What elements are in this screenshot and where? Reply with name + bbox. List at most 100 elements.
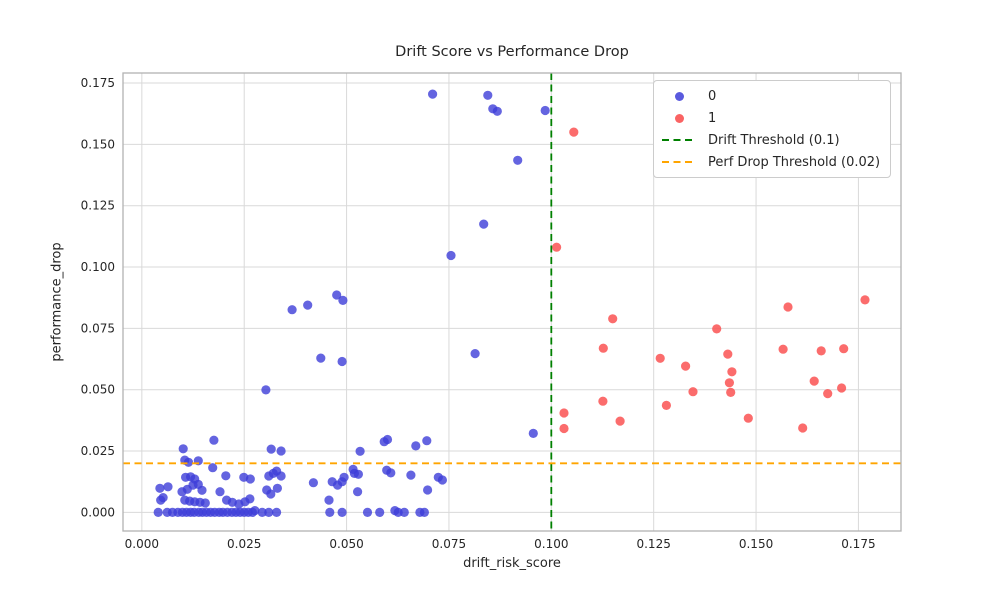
scatter-point-class0 bbox=[337, 507, 347, 517]
scatter-point-class0 bbox=[153, 507, 163, 517]
scatter-point-class0 bbox=[303, 300, 313, 310]
scatter-point-class0 bbox=[245, 494, 255, 504]
scatter-point-class0 bbox=[183, 457, 194, 467]
scatter-point-class0 bbox=[156, 495, 166, 505]
scatter-point-class1 bbox=[837, 383, 847, 393]
scatter-point-class0 bbox=[264, 471, 274, 481]
scatter-point-class0 bbox=[353, 469, 363, 479]
y-tick-label: 0.175 bbox=[81, 76, 115, 90]
scatter-point-class0 bbox=[337, 356, 347, 367]
scatter-point-class0 bbox=[428, 89, 438, 99]
chart-title: Drift Score vs Performance Drop bbox=[395, 44, 629, 60]
scatter-point-class1 bbox=[559, 408, 569, 418]
x-axis-label: drift_risk_score bbox=[463, 556, 561, 571]
scatter-point-class0 bbox=[540, 105, 550, 116]
scatter-point-class0 bbox=[208, 463, 218, 473]
scatter-point-class0 bbox=[155, 483, 165, 493]
scatter-point-class1 bbox=[778, 344, 788, 354]
legend-item-class0: 0 bbox=[662, 86, 880, 106]
legend-label: Perf Drop Threshold (0.02) bbox=[708, 154, 881, 170]
legend-label: 0 bbox=[708, 88, 717, 104]
x-tick-label: 0.125 bbox=[636, 537, 670, 551]
scatter-point-class1 bbox=[809, 376, 819, 386]
scatter-point-class0 bbox=[386, 468, 396, 478]
x-tick-label: 0.050 bbox=[329, 537, 363, 551]
scatter-point-class0 bbox=[272, 507, 282, 517]
scatter-point-class0 bbox=[362, 507, 373, 517]
scatter-point-class0 bbox=[324, 495, 334, 505]
scatter-point-class0 bbox=[332, 290, 342, 300]
legend-marker-box bbox=[662, 91, 696, 101]
scatter-point-class1 bbox=[727, 367, 737, 377]
legend: 0 1 Drift Threshold (0.1) Perf Drop Thre… bbox=[653, 80, 891, 178]
scatter-point-class1 bbox=[783, 302, 793, 312]
legend-marker-box bbox=[662, 138, 696, 142]
scatter-point-class1 bbox=[712, 324, 722, 334]
dashed-line-icon bbox=[662, 138, 696, 142]
x-tick-label: 0.150 bbox=[739, 537, 773, 551]
y-tick-label: 0.000 bbox=[81, 505, 115, 519]
scatter-point-class1 bbox=[608, 314, 618, 324]
y-tick-label: 0.075 bbox=[81, 321, 115, 335]
scatter-point-class0 bbox=[422, 436, 432, 446]
scatter-point-class1 bbox=[726, 387, 736, 397]
y-tick-label: 0.050 bbox=[81, 383, 115, 397]
y-tick-label: 0.100 bbox=[81, 260, 115, 274]
scatter-point-class0 bbox=[276, 446, 286, 456]
scatter-point-class1 bbox=[723, 349, 733, 359]
scatter-point-class0 bbox=[287, 305, 297, 315]
scatter-point-class0 bbox=[399, 507, 409, 517]
scatter-point-class1 bbox=[661, 400, 672, 410]
scatter-point-class0 bbox=[423, 485, 433, 495]
scatter-point-class0 bbox=[264, 507, 274, 517]
legend-label: 1 bbox=[708, 110, 717, 126]
x-tick-label: 0.025 bbox=[227, 537, 261, 551]
scatter-point-class1 bbox=[839, 344, 849, 354]
scatter-point-class1 bbox=[681, 361, 691, 371]
scatter-point-class0 bbox=[338, 295, 348, 305]
scatter-point-class1 bbox=[688, 387, 698, 397]
class1-dot-icon bbox=[674, 113, 684, 123]
x-tick-label: 0.175 bbox=[841, 537, 875, 551]
y-axis-label: performance_drop bbox=[49, 242, 65, 362]
scatter-point-class0 bbox=[446, 250, 456, 261]
scatter-point-class0 bbox=[215, 487, 225, 497]
legend-marker-box bbox=[662, 113, 696, 123]
scatter-point-class1 bbox=[743, 413, 753, 423]
legend-item-class1: 1 bbox=[662, 108, 880, 128]
scatter-series-0 bbox=[153, 89, 550, 517]
scatter-point-class0 bbox=[411, 441, 421, 451]
scatter-point-class0 bbox=[492, 106, 502, 116]
scatter-point-class1 bbox=[598, 343, 608, 353]
scatter-point-class1 bbox=[569, 127, 579, 137]
scatter-point-class0 bbox=[209, 435, 219, 445]
scatter-point-class0 bbox=[339, 472, 349, 482]
scatter-point-class0 bbox=[375, 507, 385, 517]
scatter-point-class0 bbox=[355, 446, 365, 456]
class0-dot-icon bbox=[674, 91, 684, 101]
legend-item-drift-threshold: Drift Threshold (0.1) bbox=[662, 130, 880, 150]
scatter-point-class1 bbox=[724, 378, 735, 388]
legend-item-perf-threshold: Perf Drop Threshold (0.02) bbox=[662, 152, 880, 172]
scatter-point-class0 bbox=[247, 507, 257, 517]
plot-border bbox=[122, 72, 902, 532]
scatter-point-class0 bbox=[316, 353, 326, 363]
scatter-point-class1 bbox=[655, 353, 665, 363]
scatter-point-class1 bbox=[598, 396, 608, 406]
y-tick-label: 0.025 bbox=[81, 444, 115, 458]
scatter-point-class0 bbox=[470, 349, 480, 359]
x-tick-label: 0.075 bbox=[432, 537, 466, 551]
scatter-point-class0 bbox=[325, 507, 335, 517]
scatter-point-class0 bbox=[437, 475, 447, 485]
scatter-point-class1 bbox=[615, 416, 625, 426]
scatter-point-class0 bbox=[163, 482, 173, 492]
y-tick-label: 0.125 bbox=[81, 199, 115, 213]
scatter-point-class0 bbox=[261, 385, 271, 395]
scatter-point-class0 bbox=[197, 485, 207, 495]
dashed-line-icon bbox=[662, 160, 696, 164]
scatter-point-class0 bbox=[479, 219, 489, 229]
scatter-point-class0 bbox=[178, 444, 188, 454]
scatter-point-class0 bbox=[276, 471, 286, 481]
